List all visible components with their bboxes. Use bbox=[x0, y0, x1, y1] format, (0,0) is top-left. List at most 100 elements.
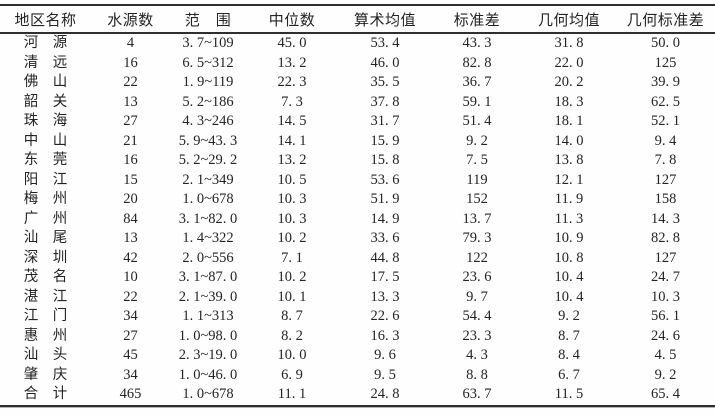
region-name-cell: 茂 名 bbox=[23, 269, 68, 285]
value-cell: 11. 3 bbox=[554, 210, 584, 227]
value-cell: 56. 1 bbox=[651, 308, 680, 324]
table-row: 清 远 16 6. 5~312 13. 2 46. 0 82. 8 22. 0 125 bbox=[0, 54, 715, 74]
value-cell: 65. 4 bbox=[651, 386, 680, 402]
header-cell: 标准差 bbox=[432, 5, 522, 34]
value-cell: 24. 6 bbox=[651, 327, 680, 344]
value-cell: 5. 2~186 bbox=[182, 93, 234, 110]
value-cell: 7. 3 bbox=[281, 93, 303, 110]
value-cell: 20. 2 bbox=[554, 74, 584, 90]
region-name-cell: 湛 江 bbox=[23, 288, 68, 305]
table-row: 东 莞 16 5. 2~29. 2 13. 2 15. 8 7. 5 13. 8 7. 8 bbox=[0, 151, 715, 171]
value-cell: 1. 4~322 bbox=[182, 230, 234, 246]
value-cell: 4. 3~246 bbox=[182, 113, 234, 129]
value-cell: 10. 0 bbox=[277, 347, 307, 363]
value-cell: 9. 2 bbox=[558, 308, 580, 324]
region-name-cell: 珠 海 bbox=[23, 113, 68, 129]
value-cell: 10. 1 bbox=[277, 288, 307, 305]
region-name-cell: 梅 州 bbox=[23, 191, 68, 207]
value-cell: 5. 9~43. 3 bbox=[178, 132, 238, 149]
value-cell: 122 bbox=[466, 249, 488, 266]
value-cell: 54. 4 bbox=[462, 308, 492, 324]
value-cell: 1. 0~678 bbox=[182, 191, 234, 207]
value-cell: 158 bbox=[654, 191, 677, 207]
region-name-cell: 惠 州 bbox=[23, 327, 68, 344]
value-cell: 18. 1 bbox=[554, 113, 584, 129]
header-row: 地区名称 水源数范 围中位数 算术均值 标准差 几何均值 几何标准差 bbox=[0, 5, 715, 34]
value-cell: 27 bbox=[123, 113, 138, 129]
value-cell: 7. 1 bbox=[281, 249, 303, 266]
table-row: 韶 关 13 5. 2~186 7. 3 37. 8 59. 1 18. 3 62. 5 bbox=[0, 93, 715, 113]
value-cell: 34 bbox=[123, 366, 138, 383]
value-cell: 10. 2 bbox=[277, 230, 307, 246]
value-cell: 42 bbox=[123, 249, 138, 266]
region-name-cell: 深 圳 bbox=[23, 249, 68, 266]
value-cell: 36. 7 bbox=[462, 74, 492, 90]
value-cell: 1. 0~46. 0 bbox=[178, 366, 238, 383]
region-name-cell: 佛 山 bbox=[23, 74, 68, 90]
value-cell: 10. 9 bbox=[554, 230, 584, 246]
value-cell: 52. 1 bbox=[651, 113, 680, 129]
table-row: 茂 名 10 3. 1~87. 0 10. 2 17. 5 23. 6 10. 4 24. 7 bbox=[0, 268, 715, 288]
value-cell: 51. 9 bbox=[370, 191, 400, 207]
table-row: 广 州 84 3. 1~82. 0 10. 3 14. 9 13. 7 11. 3 14. 3 bbox=[0, 210, 715, 230]
value-cell: 53. 4 bbox=[370, 35, 400, 51]
value-cell: 46. 0 bbox=[370, 54, 400, 71]
region-name-cell: 肇 庆 bbox=[23, 366, 68, 383]
value-cell: 9. 5 bbox=[374, 366, 396, 383]
header-cell: 算术均值 bbox=[338, 5, 432, 34]
region-name-cell: 东 莞 bbox=[23, 152, 68, 168]
value-cell: 1. 0~678 bbox=[182, 386, 234, 402]
value-cell: 84 bbox=[123, 210, 138, 227]
value-cell: 6. 7 bbox=[558, 366, 580, 383]
value-cell: 62. 5 bbox=[651, 93, 680, 110]
value-cell: 22. 3 bbox=[277, 74, 307, 90]
value-cell: 3. 1~82. 0 bbox=[178, 210, 238, 227]
value-cell: 11. 1 bbox=[277, 386, 307, 402]
region-name-cell: 广 州 bbox=[23, 210, 68, 227]
value-cell: 15. 8 bbox=[370, 152, 400, 168]
table-row: 中 山 21 5. 9~43. 3 14. 1 15. 9 9. 2 14. 0 9. 4 bbox=[0, 132, 715, 152]
value-cell: 8. 7 bbox=[281, 308, 303, 324]
region-name-cell: 合 计 bbox=[23, 386, 68, 402]
value-cell: 10. 4 bbox=[554, 269, 584, 285]
header-cell: 水源数 bbox=[91, 5, 170, 34]
table-row: 佛 山 22 1. 9~119 22. 3 35. 5 36. 7 20. 2 39. 9 bbox=[0, 73, 715, 93]
value-cell: 53. 6 bbox=[370, 171, 400, 188]
value-cell: 17. 5 bbox=[370, 269, 400, 285]
header-cell: 几何标准差 bbox=[616, 5, 715, 34]
value-cell: 10. 3 bbox=[277, 210, 307, 227]
value-cell: 119 bbox=[466, 171, 488, 188]
value-cell: 21 bbox=[123, 132, 138, 149]
value-cell: 13. 2 bbox=[277, 152, 307, 168]
region-name-cell: 阳 江 bbox=[23, 171, 68, 188]
value-cell: 10. 8 bbox=[554, 249, 584, 266]
value-cell: 8. 4 bbox=[558, 347, 580, 363]
value-cell: 8. 2 bbox=[281, 327, 303, 344]
value-cell: 127 bbox=[654, 249, 677, 266]
value-cell: 152 bbox=[466, 191, 488, 207]
table-row: 汕 头 45 2. 3~19. 0 10. 0 9. 6 4. 3 8. 4 4. 5 bbox=[0, 346, 715, 366]
value-cell: 10. 3 bbox=[277, 191, 307, 207]
value-cell: 125 bbox=[654, 54, 677, 71]
value-cell: 51. 4 bbox=[462, 113, 492, 129]
value-cell: 2. 1~39. 0 bbox=[178, 288, 238, 305]
value-cell: 79. 3 bbox=[462, 230, 492, 246]
value-cell: 16 bbox=[123, 54, 138, 71]
table-row: 深 圳 42 2. 0~556 7. 1 44. 8 122 10. 8 127 bbox=[0, 249, 715, 269]
value-cell: 31. 7 bbox=[370, 113, 400, 129]
header-cell: 中位数 bbox=[246, 5, 338, 34]
value-cell: 39. 9 bbox=[651, 74, 680, 90]
value-cell: 35. 5 bbox=[370, 74, 400, 90]
value-cell: 10. 4 bbox=[554, 288, 584, 305]
value-cell: 3. 7~109 bbox=[182, 35, 234, 51]
value-cell: 13. 3 bbox=[370, 288, 400, 305]
value-cell: 45. 0 bbox=[277, 35, 307, 51]
region-name-cell: 中 山 bbox=[23, 132, 68, 149]
value-cell: 5. 2~29. 2 bbox=[178, 152, 238, 168]
header-cell: 地区名称 bbox=[0, 5, 91, 34]
header-cell: 范 围 bbox=[170, 5, 246, 34]
value-cell: 9. 2 bbox=[654, 366, 677, 383]
value-cell: 13. 2 bbox=[277, 54, 307, 71]
value-cell: 22. 0 bbox=[554, 54, 584, 71]
value-cell: 43. 3 bbox=[462, 35, 492, 51]
